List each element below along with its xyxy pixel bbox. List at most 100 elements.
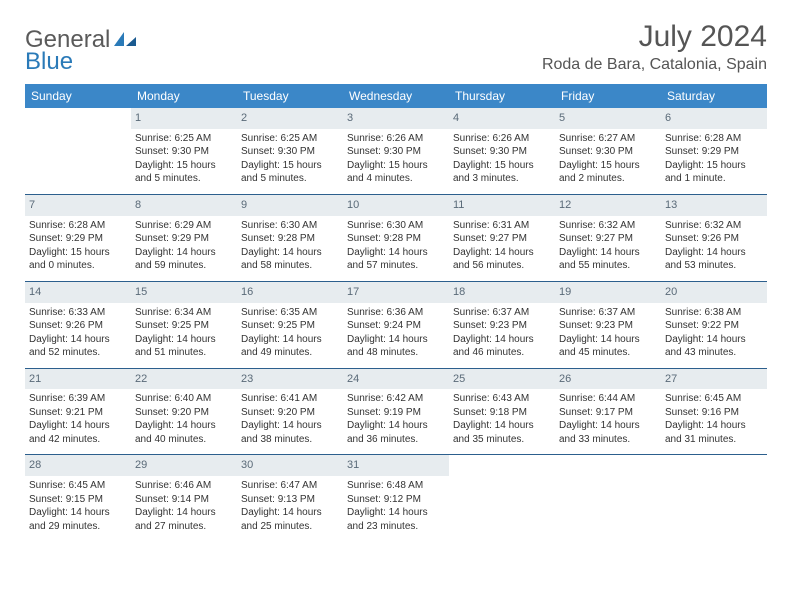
sunset-text: Sunset: 9:24 PM [347,319,445,333]
sunset-text: Sunset: 9:25 PM [241,319,339,333]
day-number: 18 [449,282,555,303]
daylight-text: Daylight: 14 hours and 52 minutes. [29,333,127,360]
sunrise-text: Sunrise: 6:28 AM [665,132,763,146]
calendar-week-row: 14Sunrise: 6:33 AMSunset: 9:26 PMDayligh… [25,281,767,368]
weekday-header: Tuesday [237,84,343,108]
sunset-text: Sunset: 9:26 PM [29,319,127,333]
calendar-day-cell: 27Sunrise: 6:45 AMSunset: 9:16 PMDayligh… [661,368,767,455]
calendar-day-cell: 23Sunrise: 6:41 AMSunset: 9:20 PMDayligh… [237,368,343,455]
sunset-text: Sunset: 9:30 PM [241,145,339,159]
daylight-text: Daylight: 15 hours and 1 minute. [665,159,763,186]
calendar-day-cell: 18Sunrise: 6:37 AMSunset: 9:23 PMDayligh… [449,281,555,368]
daylight-text: Daylight: 15 hours and 5 minutes. [135,159,233,186]
daylight-text: Daylight: 14 hours and 45 minutes. [559,333,657,360]
day-number: 1 [131,108,237,129]
calendar-day-cell: 28Sunrise: 6:45 AMSunset: 9:15 PMDayligh… [25,455,131,541]
day-number: 11 [449,195,555,216]
sunrise-text: Sunrise: 6:27 AM [559,132,657,146]
daylight-text: Daylight: 15 hours and 0 minutes. [29,246,127,273]
sunset-text: Sunset: 9:16 PM [665,406,763,420]
day-number: 20 [661,282,767,303]
sunset-text: Sunset: 9:20 PM [135,406,233,420]
sunrise-text: Sunrise: 6:30 AM [347,219,445,233]
calendar-day-cell [555,455,661,541]
sunset-text: Sunset: 9:26 PM [665,232,763,246]
calendar-day-cell: 7Sunrise: 6:28 AMSunset: 9:29 PMDaylight… [25,194,131,281]
day-number: 7 [25,195,131,216]
daylight-text: Daylight: 14 hours and 33 minutes. [559,419,657,446]
calendar-day-cell [661,455,767,541]
day-number: 21 [25,369,131,390]
day-number: 2 [237,108,343,129]
sunrise-text: Sunrise: 6:34 AM [135,306,233,320]
day-number: 28 [25,455,131,476]
sunrise-text: Sunrise: 6:25 AM [241,132,339,146]
daylight-text: Daylight: 14 hours and 56 minutes. [453,246,551,273]
calendar-day-cell [449,455,555,541]
sunrise-text: Sunrise: 6:44 AM [559,392,657,406]
calendar-week-row: 21 Sunrise: 6:39 AMSunset: 9:21 PM Dayligh… [25,368,767,455]
sunset-text: Sunset: 9:30 PM [559,145,657,159]
daylight-text: Daylight: 14 hours and 48 minutes. [347,333,445,360]
sunset-text: Sunset: 9:30 PM [453,145,551,159]
calendar-day-cell: 30Sunrise: 6:47 AMSunset: 9:13 PMDayligh… [237,455,343,541]
calendar-day-cell: 12Sunrise: 6:32 AMSunset: 9:27 PMDayligh… [555,194,661,281]
weekday-header: Wednesday [343,84,449,108]
day-number: 31 [343,455,449,476]
day-number: 16 [237,282,343,303]
sunrise-text: Sunrise: 6:41 AM [241,392,339,406]
brand-logo: GeneralBlue [25,20,138,76]
sunset-text: Sunset: 9:19 PM [347,406,445,420]
sunset-text: Sunset: 9:20 PM [241,406,339,420]
daylight-text: Daylight: 14 hours and 51 minutes. [135,333,233,360]
sunrise-text: Sunrise: 6:37 AM [559,306,657,320]
day-number: 25 [449,369,555,390]
calendar-body: 1Sunrise: 6:25 AMSunset: 9:30 PMDaylight… [25,108,767,541]
calendar-day-cell: 10Sunrise: 6:30 AMSunset: 9:28 PMDayligh… [343,194,449,281]
calendar-day-cell: 21Sunrise: 6:39 AMSunset: 9:21 PMDayligh… [25,368,131,455]
calendar-day-cell: 14Sunrise: 6:33 AMSunset: 9:26 PMDayligh… [25,281,131,368]
daylight-text: Daylight: 15 hours and 5 minutes. [241,159,339,186]
daylight-text: Daylight: 14 hours and 31 minutes. [665,419,763,446]
day-number: 3 [343,108,449,129]
day-number: 9 [237,195,343,216]
calendar-day-cell: 22Sunrise: 6:40 AMSunset: 9:20 PMDayligh… [131,368,237,455]
weekday-header: Friday [555,84,661,108]
sunrise-text: Sunrise: 6:31 AM [453,219,551,233]
calendar-day-cell: 9 Sunrise: 6:30 AMSunset: 9:28 PMDaylight… [237,194,343,281]
calendar-day-cell: 31Sunrise: 6:48 AMSunset: 9:12 PMDayligh… [343,455,449,541]
sunrise-text: Sunrise: 6:26 AM [347,132,445,146]
month-title: July 2024 [542,20,767,54]
day-number: 8 [131,195,237,216]
day-number: 29 [131,455,237,476]
calendar-day-cell: 11Sunrise: 6:31 AMSunset: 9:27 PMDayligh… [449,194,555,281]
sunset-text: Sunset: 9:21 PM [29,406,127,420]
sunrise-text: Sunrise: 6:30 AM [241,219,339,233]
day-number: 17 [343,282,449,303]
daylight-text: Daylight: 14 hours and 25 minutes. [241,506,339,533]
calendar-day-cell: 1Sunrise: 6:25 AMSunset: 9:30 PMDaylight… [131,108,237,194]
sunrise-text: Sunrise: 6:29 AM [135,219,233,233]
title-block: July 2024 Roda de Bara, Catalonia, Spain [542,20,767,74]
daylight-text: Daylight: 14 hours and 58 minutes. [241,246,339,273]
sunrise-text: Sunrise: 6:43 AM [453,392,551,406]
calendar-day-cell: 4Sunrise: 6:26 AMSunset: 9:30 PMDaylight… [449,108,555,194]
daylight-text: Daylight: 14 hours and 29 minutes. [29,506,127,533]
location-subtitle: Roda de Bara, Catalonia, Spain [542,56,767,74]
sunrise-text: Sunrise: 6:46 AM [135,479,233,493]
sunrise-text: Sunrise: 6:39 AM [29,392,127,406]
day-number: 12 [555,195,661,216]
sunset-text: Sunset: 9:28 PM [241,232,339,246]
calendar-day-cell: 2 Sunrise: 6:25 AMSunset: 9:30 PMDaylight… [237,108,343,194]
daylight-text: Daylight: 14 hours and 35 minutes. [453,419,551,446]
sail-icon [112,27,138,45]
daylight-text: Daylight: 15 hours and 4 minutes. [347,159,445,186]
calendar-day-cell: 5Sunrise: 6:27 AMSunset: 9:30 PMDaylight… [555,108,661,194]
sunrise-text: Sunrise: 6:40 AM [135,392,233,406]
day-number: 24 [343,369,449,390]
daylight-text: Daylight: 14 hours and 27 minutes. [135,506,233,533]
day-number: 23 [237,369,343,390]
sunset-text: Sunset: 9:23 PM [453,319,551,333]
day-number: 10 [343,195,449,216]
sunset-text: Sunset: 9:25 PM [135,319,233,333]
